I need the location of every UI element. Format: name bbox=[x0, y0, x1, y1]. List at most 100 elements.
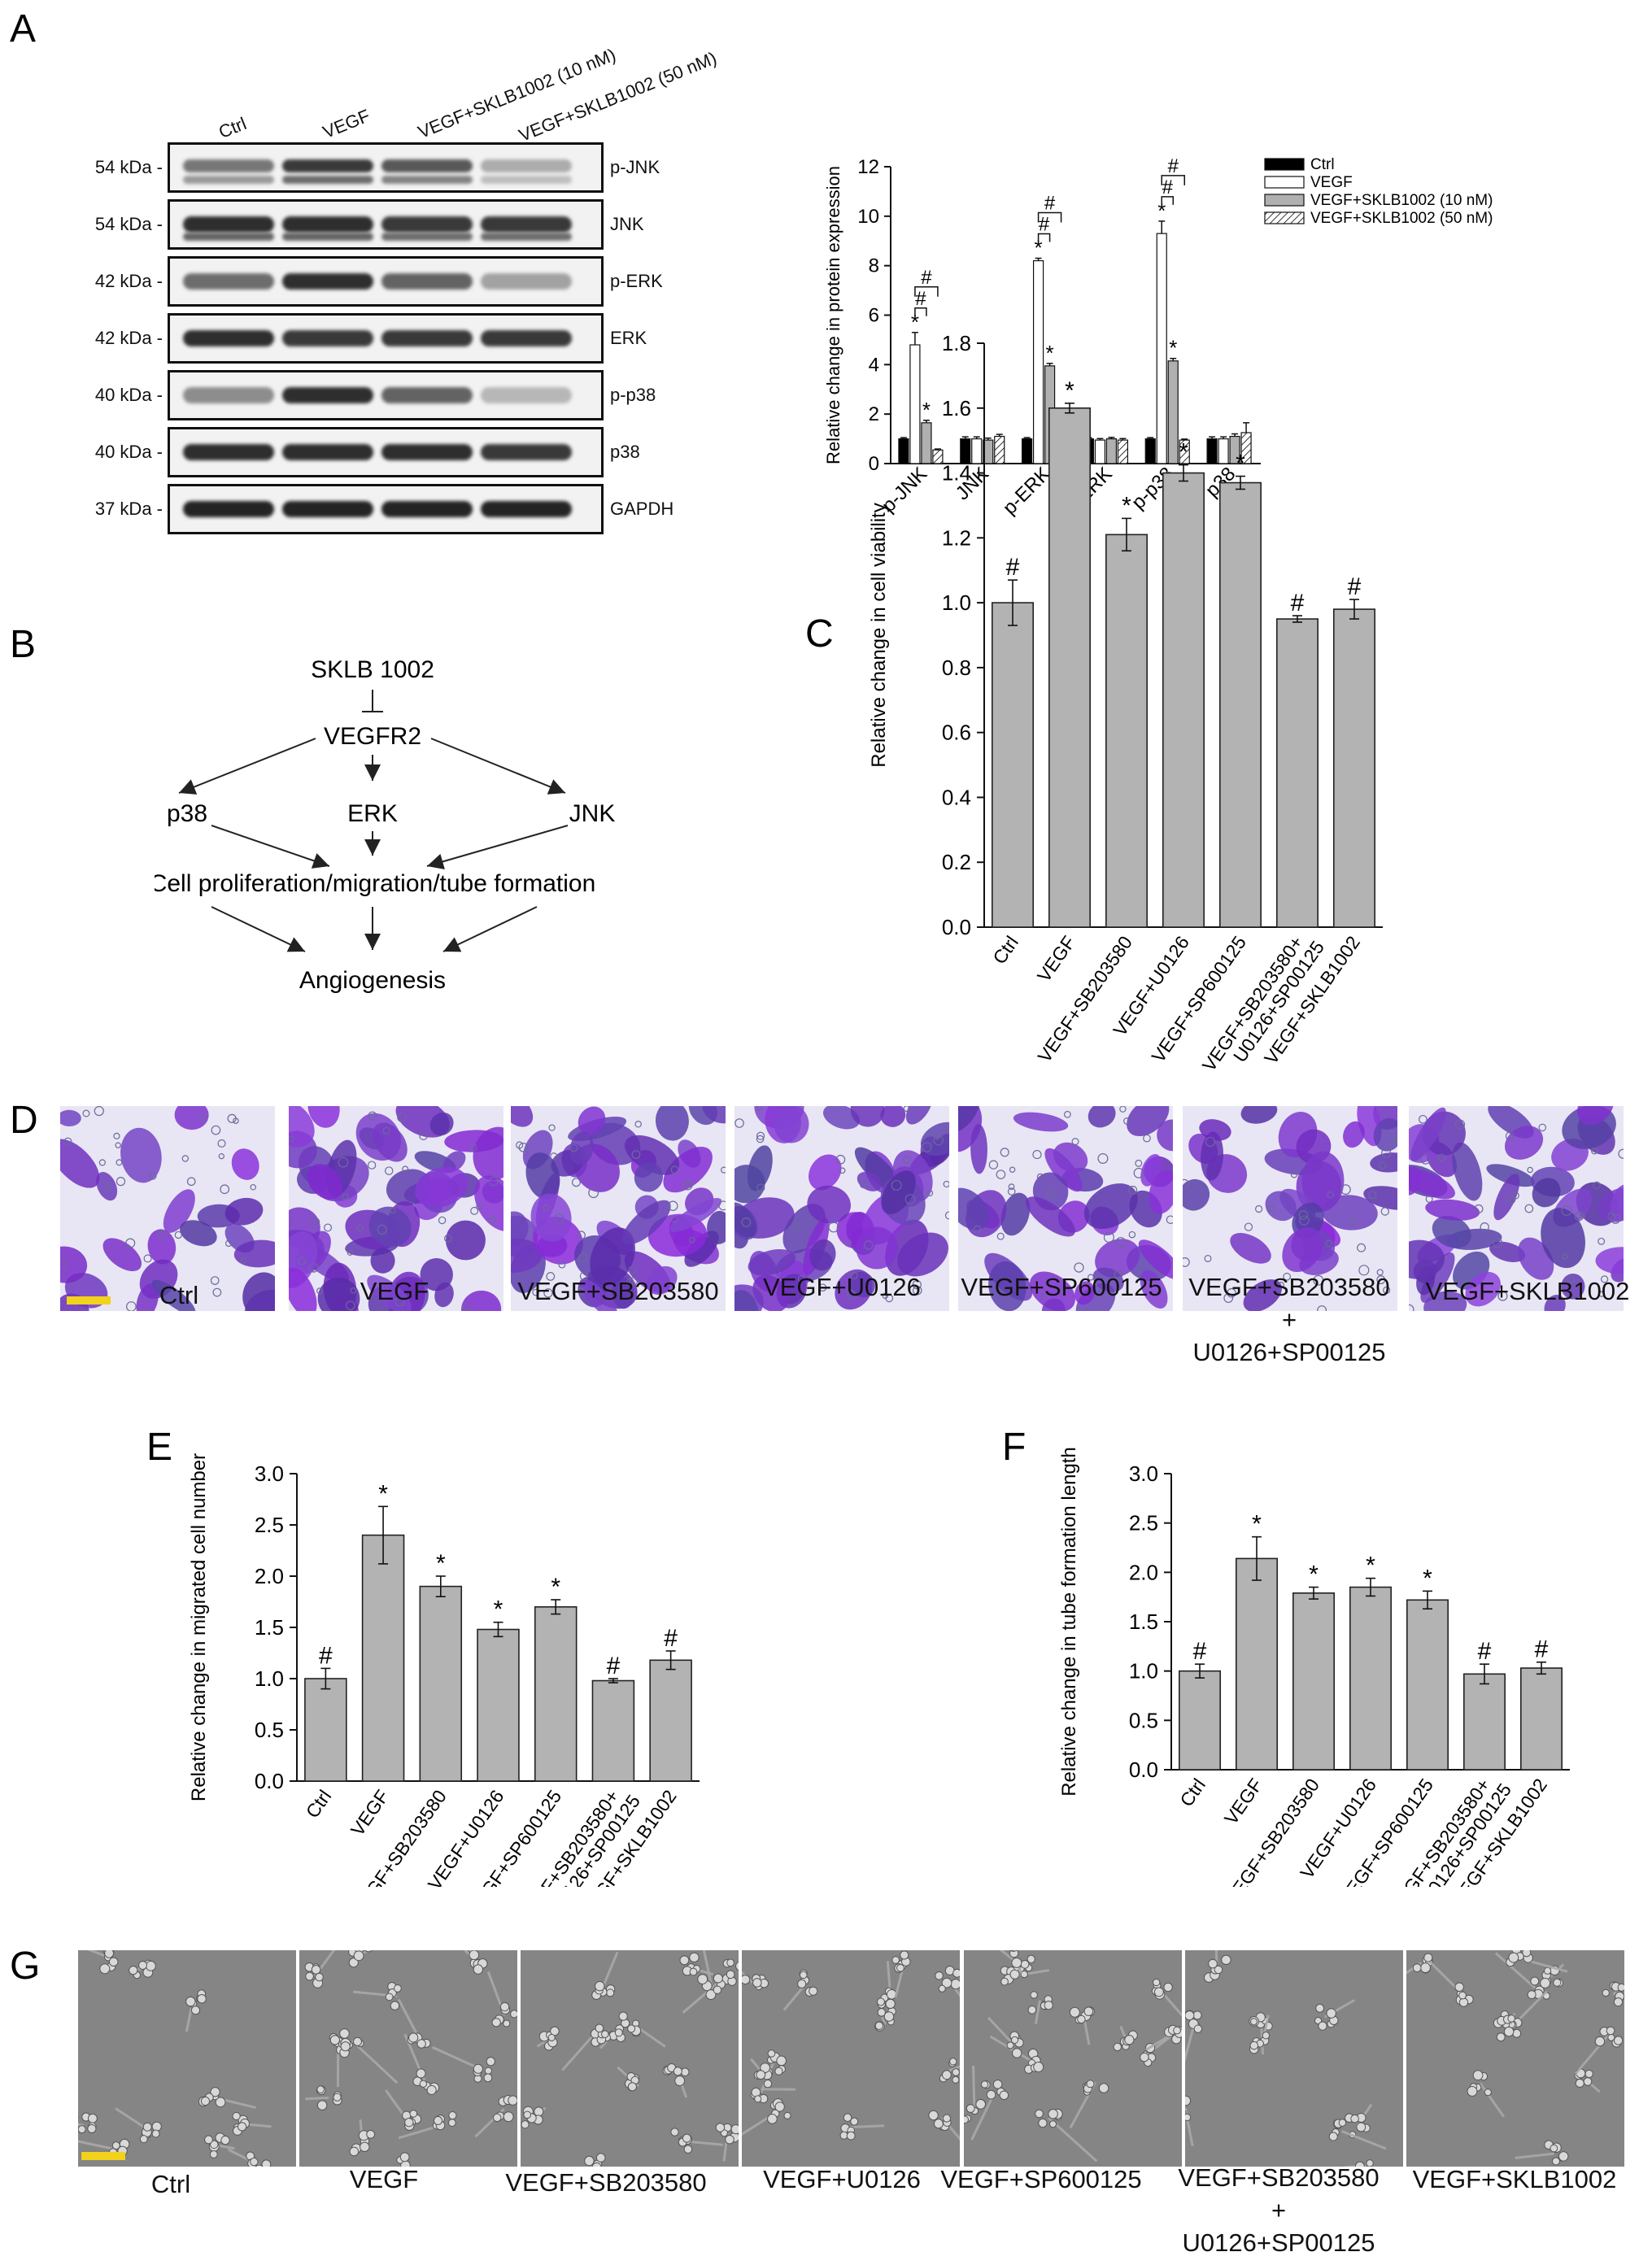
stained-cell bbox=[1029, 1271, 1075, 1311]
cell-cluster bbox=[1035, 2109, 1044, 2119]
membrane-pore bbox=[1169, 1122, 1173, 1130]
membrane-pore bbox=[63, 1137, 72, 1146]
cell-cluster bbox=[725, 2134, 734, 2145]
membrane-pore bbox=[377, 1224, 387, 1235]
tube-segment bbox=[881, 2016, 887, 2025]
cell-cluster bbox=[1214, 1965, 1223, 1975]
significance-hash: # bbox=[1348, 573, 1362, 600]
stained-cell bbox=[822, 1106, 860, 1130]
blot-band bbox=[282, 387, 373, 403]
stained-cell bbox=[511, 1239, 543, 1273]
cell-cluster bbox=[1086, 2080, 1095, 2089]
membrane-pore bbox=[578, 1287, 585, 1295]
blot-band bbox=[282, 233, 373, 241]
stained-cell bbox=[624, 1135, 680, 1175]
cell-cluster bbox=[1140, 2052, 1149, 2062]
membrane-pore bbox=[60, 1260, 67, 1270]
cell-cluster bbox=[1000, 1977, 1009, 1986]
membrane-pore bbox=[1009, 1166, 1016, 1173]
tube-caption: VEGF+SB203580 bbox=[505, 2168, 707, 2197]
cell-cluster bbox=[595, 2023, 604, 2033]
stained-cell bbox=[734, 1290, 759, 1311]
cell-cluster bbox=[1607, 2033, 1615, 2041]
y-tick-label: 12 bbox=[857, 156, 879, 178]
tube-segment bbox=[987, 2016, 1016, 2047]
cell-cluster bbox=[1044, 2000, 1053, 2010]
stained-cell bbox=[415, 1166, 469, 1208]
significance-hash: # bbox=[1193, 1638, 1207, 1665]
bar bbox=[898, 438, 909, 464]
blot-band bbox=[282, 176, 373, 184]
cell-cluster bbox=[1503, 2026, 1515, 2037]
membrane-pore bbox=[198, 1114, 207, 1122]
significance-star: * bbox=[1423, 1565, 1432, 1592]
y-tick-label: 1.0 bbox=[942, 590, 971, 615]
cell-cluster bbox=[1012, 2048, 1022, 2058]
tube-segment bbox=[1515, 2152, 1554, 2159]
membrane-pore bbox=[115, 1142, 121, 1148]
stained-cell bbox=[442, 1151, 466, 1173]
blot-band bbox=[183, 330, 274, 346]
bracket bbox=[914, 307, 927, 316]
stained-cell bbox=[1595, 1247, 1624, 1274]
bar bbox=[1021, 438, 1033, 464]
membrane-pore bbox=[1368, 1191, 1377, 1200]
tube-image bbox=[1406, 1950, 1624, 2167]
micrograph-image bbox=[734, 1106, 949, 1311]
bar bbox=[1218, 438, 1229, 464]
membrane-pore bbox=[240, 1257, 246, 1264]
membrane-pore bbox=[629, 1276, 638, 1286]
y-axis-label: Relative change in protein expression bbox=[823, 166, 843, 464]
significance-star: * bbox=[436, 1550, 446, 1577]
x-tick-label: VEGF bbox=[347, 1786, 393, 1840]
cell-cluster bbox=[783, 2111, 791, 2119]
stained-cell bbox=[988, 1261, 1027, 1311]
tube-caption: VEGF+U0126 bbox=[763, 2165, 921, 2193]
cell-cluster bbox=[627, 2024, 636, 2033]
membrane-pore bbox=[1128, 1231, 1136, 1239]
y-tick-label: 0.5 bbox=[1129, 1708, 1158, 1732]
cell-cluster bbox=[1027, 2006, 1037, 2015]
significance-star: * bbox=[911, 310, 919, 334]
y-tick-label: 10 bbox=[857, 206, 879, 228]
micrograph-caption: VEGF+SP600125 bbox=[961, 1273, 1162, 1301]
membrane-pore bbox=[1039, 1291, 1047, 1299]
cell-cluster bbox=[521, 2120, 530, 2129]
cell-cluster bbox=[204, 2135, 213, 2145]
y-tick-label: 2.0 bbox=[1129, 1560, 1158, 1584]
significance-star: * bbox=[1169, 336, 1177, 360]
tube-image-u0126 bbox=[742, 1950, 960, 2167]
y-tick-label: 3.0 bbox=[1129, 1461, 1158, 1486]
y-tick-label: 0 bbox=[869, 453, 879, 475]
membrane-pore bbox=[912, 1280, 922, 1290]
cell-cluster bbox=[1009, 1950, 1019, 1958]
legend-swatch bbox=[1264, 158, 1305, 171]
cell-cluster bbox=[348, 1958, 359, 1968]
significance-hash: # bbox=[664, 1625, 678, 1652]
stained-cell bbox=[1363, 1186, 1397, 1210]
stained-cell bbox=[233, 1239, 275, 1268]
membrane-pore bbox=[1598, 1237, 1606, 1245]
cell-cluster bbox=[1038, 2118, 1048, 2128]
membrane-pore bbox=[149, 1172, 157, 1180]
stained-cell bbox=[1127, 1106, 1170, 1137]
cell-cluster bbox=[900, 1950, 909, 1960]
bar bbox=[1462, 1673, 1506, 1771]
membrane-pore bbox=[1283, 1272, 1292, 1281]
blot-protein-label: GAPDH bbox=[610, 499, 674, 519]
membrane-pore bbox=[1097, 1153, 1109, 1164]
blot-lane-label: Ctrl bbox=[216, 113, 250, 143]
membrane-pore bbox=[1036, 1173, 1044, 1180]
tube-segment bbox=[989, 2035, 1035, 2064]
x-tick-label: Ctrl bbox=[988, 932, 1022, 968]
significance-star: * bbox=[494, 1596, 503, 1623]
membrane-pore bbox=[1561, 1205, 1572, 1217]
significance-star: * bbox=[1236, 451, 1245, 477]
tube-image-sp600125 bbox=[964, 1950, 1182, 2167]
stained-cell bbox=[856, 1226, 898, 1270]
blot-protein-label: ERK bbox=[610, 328, 647, 348]
membrane-pore bbox=[116, 1177, 126, 1187]
significance-star: * bbox=[1035, 236, 1043, 260]
tube-segment bbox=[397, 1998, 420, 2037]
membrane-pore bbox=[174, 1231, 182, 1239]
